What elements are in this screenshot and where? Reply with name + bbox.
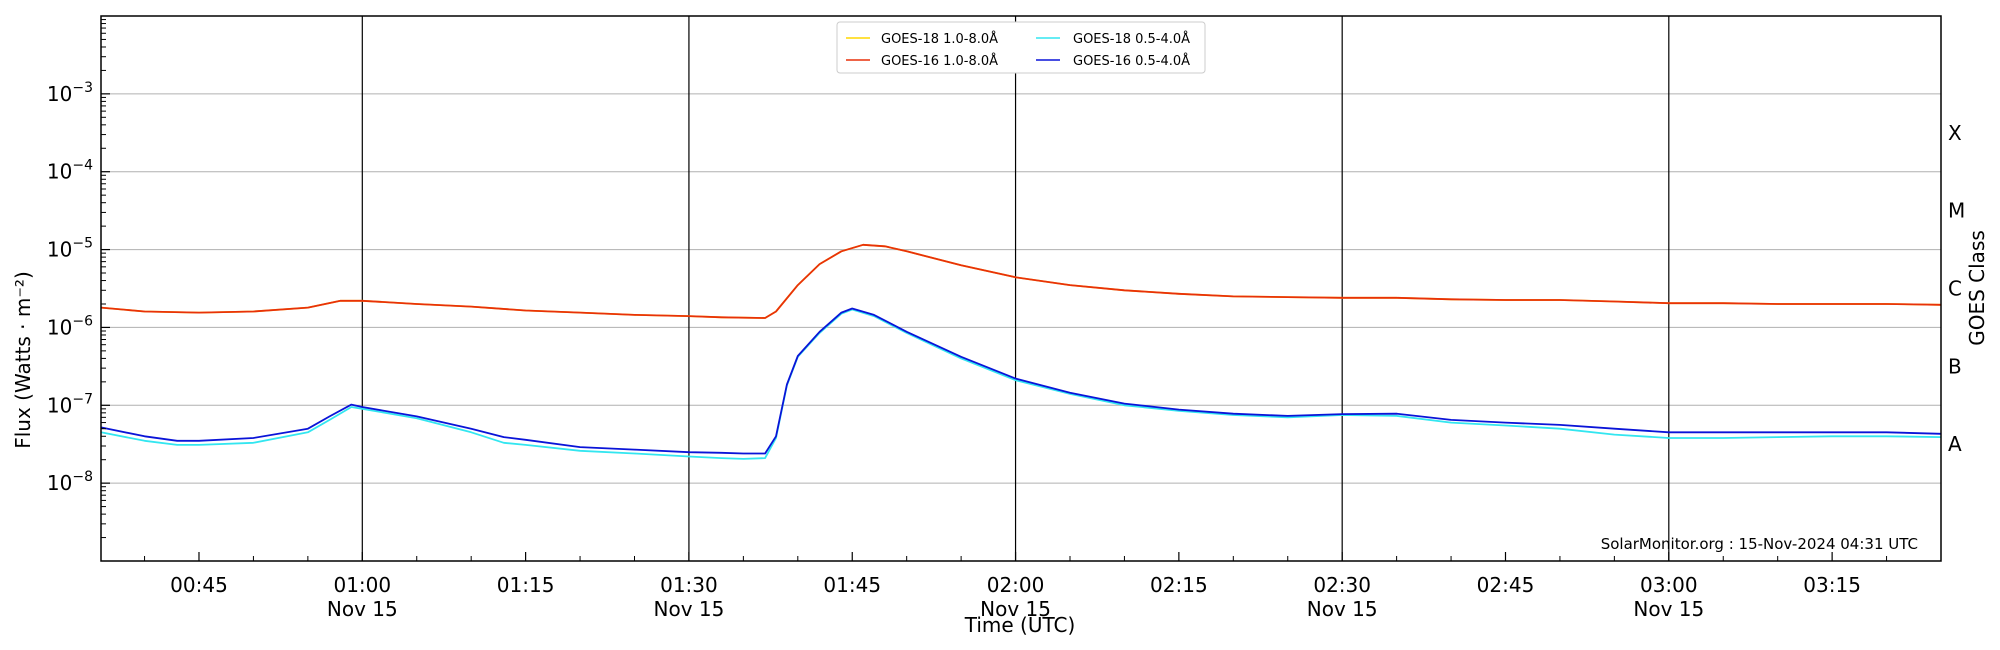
series-line-1 xyxy=(100,243,1942,319)
x-tick-date-label: Nov 15 xyxy=(1307,597,1378,621)
legend-label-goes16-long: GOES-16 1.0-8.0Å xyxy=(881,53,998,69)
x-tick-label: 02:00 xyxy=(987,573,1045,597)
x-tick-label: 00:45 xyxy=(170,573,228,597)
x-tick-label: 02:15 xyxy=(1150,573,1208,597)
x-tick-label: 02:45 xyxy=(1477,573,1535,597)
series-line-3 xyxy=(100,307,1942,455)
plot-frame xyxy=(100,15,1942,562)
x-axis-title: Time (UTC) xyxy=(964,613,1076,637)
legend-label-goes18-long: GOES-18 1.0-8.0Å xyxy=(881,31,998,47)
y-tick-label: 10−7 xyxy=(47,391,93,417)
right-axis-title: GOES Class xyxy=(1965,230,1989,346)
y-tick-label: 10−6 xyxy=(47,313,93,339)
y-tick-label: 10−4 xyxy=(47,158,93,184)
credit-annotation: SolarMonitor.org : 15-Nov-2024 04:31 UTC xyxy=(1601,535,1918,553)
x-tick-date-label: Nov 15 xyxy=(654,597,725,621)
goes-class-label: M xyxy=(1948,199,1965,223)
x-tick-date-label: Nov 15 xyxy=(327,597,398,621)
x-tick-label: 02:30 xyxy=(1313,573,1371,597)
y-tick-label: 10−5 xyxy=(47,236,93,262)
x-tick-label: 03:00 xyxy=(1640,573,1698,597)
x-tick-label: 01:15 xyxy=(497,573,555,597)
legend-box xyxy=(836,21,1206,74)
x-tick-label: 03:15 xyxy=(1803,573,1861,597)
x-tick-label: 01:45 xyxy=(823,573,881,597)
x-tick-date-label: Nov 15 xyxy=(1633,597,1704,621)
legend-label-goes16-short: GOES-16 0.5-4.0Å xyxy=(1073,53,1190,69)
legend: GOES-18 1.0-8.0Å GOES-16 1.0-8.0Å GOES-1… xyxy=(836,21,1206,74)
x-tick-label: 01:00 xyxy=(333,573,391,597)
x-tick-label: 01:30 xyxy=(660,573,718,597)
goes-class-label: B xyxy=(1948,354,1962,378)
legend-label-goes18-short: GOES-18 0.5-4.0Å xyxy=(1073,31,1190,47)
y-axis-title: Flux (Watts · m⁻²) xyxy=(11,271,35,449)
goes-class-label: C xyxy=(1948,277,1962,301)
goes-class-label: A xyxy=(1948,432,1962,456)
x-tick-date-label: Nov 15 xyxy=(980,597,1051,621)
y-tick-label: 10−8 xyxy=(47,469,93,495)
y-tick-label: 10−3 xyxy=(47,80,93,106)
goes-class-label: X xyxy=(1948,121,1962,145)
